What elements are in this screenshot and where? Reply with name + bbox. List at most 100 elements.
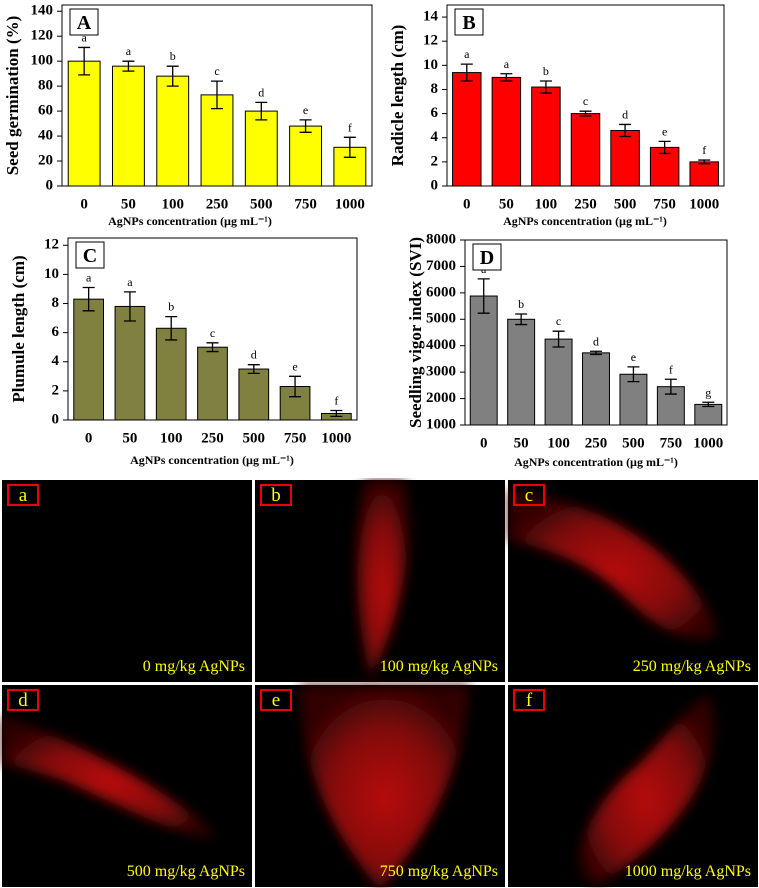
fluorescence: [579, 695, 714, 885]
x-axis-label: AgNPs concentration (µg mL⁻¹): [503, 214, 667, 228]
error-bar: [165, 315, 178, 341]
bar: [610, 129, 640, 187]
y-tick-label: 0: [46, 177, 54, 193]
bar: [507, 318, 536, 426]
fluorescence: [355, 480, 409, 680]
bar: [67, 60, 101, 187]
error-bar: [82, 286, 95, 312]
x-tick-label: 50: [121, 196, 136, 212]
y-axis-label: Plumule length (cm): [9, 255, 28, 402]
x-tick-label: 500: [243, 430, 266, 446]
bar: [452, 72, 482, 187]
significance-letter: f: [348, 120, 352, 134]
significance-letter: f: [702, 143, 706, 157]
bar: [111, 65, 145, 187]
panel-label-box: [472, 243, 502, 271]
error-bar: [206, 342, 219, 353]
bar: [155, 327, 187, 421]
error-bar: [552, 330, 565, 348]
x-tick-label: 500: [622, 435, 645, 451]
micrograph-caption: 250 mg/kg AgNPs: [633, 658, 751, 675]
micrograph-background: [2, 480, 252, 682]
error-bar: [590, 350, 602, 356]
y-tick-label: 60: [38, 103, 53, 119]
y-tick-label: 12: [44, 237, 59, 253]
x-tick-label: 100: [161, 196, 184, 212]
panel-label-box: [69, 8, 99, 36]
significance-letter: c: [214, 64, 219, 78]
x-tick-label: 50: [499, 196, 514, 212]
error-bar: [579, 110, 592, 117]
micrograph-caption: 750 mg/kg AgNPs: [380, 863, 498, 880]
error-bar: [460, 63, 473, 82]
significance-letter: e: [303, 103, 308, 117]
charts: 020406080100120140a0a50b100c250d500e750f…: [3, 3, 728, 469]
significance-letter: c: [210, 326, 215, 340]
micrographs: a 0 mg/kg AgNPs b 100 mg/kg AgNPs c 250 mg/kg…: [2, 480, 758, 888]
error-bar: [247, 364, 260, 375]
significance-letter: b: [518, 297, 524, 311]
y-tick-label: 2: [52, 382, 60, 398]
micrograph-label-box: [513, 689, 545, 711]
micrograph-label-box: [260, 689, 292, 711]
significance-letter: b: [170, 49, 176, 63]
error-bar: [515, 313, 528, 326]
x-tick-label: 1000: [321, 430, 351, 446]
significance-letter: d: [258, 85, 264, 99]
x-axis-label: AgNPs concentration (µg mL⁻¹): [130, 453, 294, 467]
significance-letter: c: [556, 314, 561, 328]
y-tick-label: 6000: [426, 284, 456, 300]
y-tick-label: 6: [52, 324, 60, 340]
x-tick-label: 50: [514, 435, 529, 451]
error-bar: [123, 291, 136, 322]
panel-label: A: [77, 12, 92, 34]
x-tick-label: 250: [201, 430, 224, 446]
panel-label: B: [462, 12, 475, 34]
panel-label-box: [454, 8, 484, 36]
y-tick-label: 14: [423, 9, 439, 25]
micrograph-label: b: [271, 485, 281, 506]
x-tick-label: 750: [653, 196, 676, 212]
micrograph-label: c: [525, 485, 533, 506]
error-bar: [122, 60, 135, 72]
error-bar: [477, 278, 490, 314]
significance-letter: d: [622, 107, 628, 121]
error-bar: [289, 375, 302, 398]
y-tick-label: 4: [431, 129, 439, 145]
y-tick-label: 140: [31, 3, 54, 19]
y-tick-label: 4: [52, 353, 60, 369]
y-tick-label: 10: [423, 57, 438, 73]
y-tick-label: 3000: [426, 364, 456, 380]
y-tick-label: 1000: [426, 416, 456, 432]
error-bar: [211, 80, 223, 110]
bar: [200, 94, 234, 187]
significance-letter: a: [86, 271, 92, 285]
error-bar: [619, 123, 632, 138]
micrograph: d 500 mg/kg AgNPs: [2, 685, 252, 887]
y-tick-label: 40: [38, 128, 53, 144]
x-tick-label: 250: [585, 435, 608, 451]
y-axis-label: Seedling vigor index (SVI): [406, 237, 425, 428]
micrograph-label-box: [260, 484, 292, 506]
bar: [469, 295, 498, 426]
bar: [244, 110, 278, 187]
x-tick-label: 750: [294, 196, 317, 212]
micrograph-label-box: [7, 484, 39, 506]
error-bar: [330, 409, 343, 418]
x-tick-label: 100: [160, 430, 183, 446]
significance-letter: a: [126, 44, 132, 58]
y-tick-label: 4000: [426, 337, 456, 353]
x-tick-label: 100: [547, 435, 570, 451]
significance-letter: b: [543, 64, 549, 78]
bar: [289, 125, 323, 187]
fluorescence: [2, 715, 217, 837]
x-tick-label: 50: [122, 430, 137, 446]
micrograph: a 0 mg/kg AgNPs: [2, 480, 252, 682]
error-bar: [627, 366, 640, 383]
x-tick-label: 0: [463, 196, 471, 212]
x-tick-label: 1000: [335, 196, 365, 212]
significance-letter: e: [662, 124, 667, 138]
y-axis-label: Seed germination (%): [3, 16, 22, 176]
x-tick-label: 500: [614, 196, 637, 212]
significance-letter: d: [251, 348, 257, 362]
